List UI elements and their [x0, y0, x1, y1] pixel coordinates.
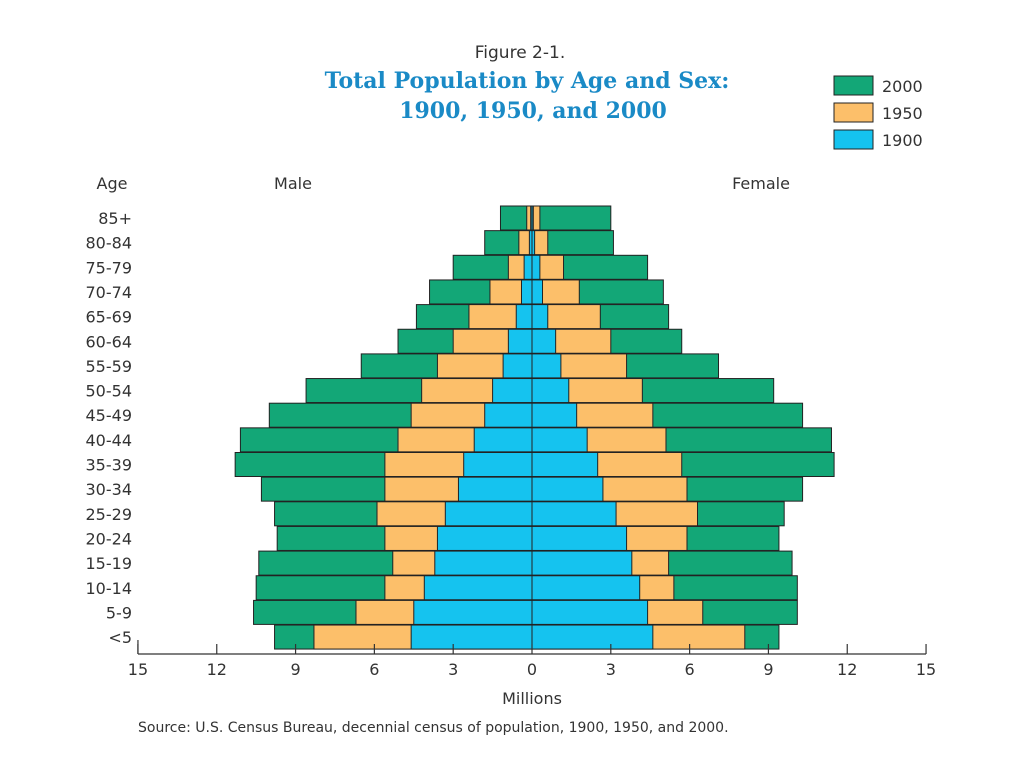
age-label: 60-64 — [86, 332, 133, 351]
female-label: Female — [732, 174, 790, 193]
bar-male-1900-55-59 — [502, 353, 533, 379]
chart-title-line2: 1900, 1950, and 2000 — [399, 98, 667, 124]
bar-female-1900-25-29 — [531, 501, 617, 527]
bar-female-1900-55-59 — [531, 353, 562, 379]
bar-female-1900-65-69 — [531, 304, 549, 330]
legend-label-1950: 1950 — [882, 104, 923, 123]
age-label: 70-74 — [86, 283, 133, 302]
bar-female-1900-50-54 — [531, 378, 570, 404]
source-note: Source: U.S. Census Bureau, decennial ce… — [138, 720, 729, 736]
bars-group — [234, 205, 835, 650]
x-tick-label: 9 — [763, 660, 773, 679]
bar-female-1900-35-39 — [531, 452, 599, 477]
age-label: 15-19 — [86, 554, 133, 573]
age-label: <5 — [108, 628, 132, 647]
x-tick-label: 9 — [290, 660, 300, 679]
x-tick-label: 3 — [448, 660, 458, 679]
age-label: 85+ — [98, 209, 132, 228]
legend-swatch-2000 — [833, 75, 874, 96]
bar-female-1900-30-34 — [531, 476, 604, 502]
age-label: 5-9 — [106, 603, 132, 622]
age-label: 65-69 — [86, 308, 133, 327]
legend-swatch-1900 — [833, 129, 874, 150]
bar-male-1900-20-24 — [436, 525, 533, 551]
bar-female-1900-5-9 — [531, 599, 649, 625]
age-label: 20-24 — [86, 529, 133, 548]
x-tick-label: 0 — [527, 660, 537, 679]
bar-male-1900-75-79 — [523, 254, 533, 280]
x-axis-label: Millions — [502, 689, 562, 708]
y-axis-label: Age — [97, 174, 128, 193]
age-label: 35-39 — [86, 456, 133, 475]
bar-female-1900-under5 — [531, 624, 654, 650]
x-tick-label: 15 — [916, 660, 936, 679]
bar-female-1900-85 — [531, 205, 534, 231]
age-label: 25-29 — [86, 505, 133, 524]
bar-female-1900-60-64 — [531, 328, 557, 354]
bar-male-1900-60-64 — [507, 328, 533, 354]
legend: 2000 1950 1900 — [833, 75, 923, 150]
bar-female-1900-40-44 — [531, 427, 588, 453]
bar-male-1900-40-44 — [473, 427, 533, 453]
legend-label-2000: 2000 — [882, 77, 923, 96]
x-tick-label: 6 — [369, 660, 379, 679]
x-tick-label: 15 — [128, 660, 148, 679]
bar-male-1900-25-29 — [444, 501, 533, 527]
bar-male-1900-65-69 — [515, 304, 533, 330]
age-category-labels: 85+ 80-84 75-79 70-74 65-69 60-64 55-59 50-54 45… — [86, 209, 133, 647]
bar-female-2000-85 — [531, 205, 612, 231]
male-label: Male — [274, 174, 312, 193]
x-tick-label: 6 — [685, 660, 695, 679]
bar-male-1900-30-34 — [457, 476, 533, 502]
age-label: 30-34 — [86, 480, 133, 499]
age-label: 75-79 — [86, 258, 133, 277]
age-label: 10-14 — [86, 579, 133, 598]
x-tick-label: 12 — [207, 660, 227, 679]
bar-female-1900-10-14 — [531, 575, 641, 601]
x-axis: 15 12 9 6 3 0 3 6 9 12 15 — [128, 640, 936, 679]
bar-male-1900-5-9 — [413, 599, 533, 625]
figure-label: Figure 2-1. — [475, 43, 565, 63]
x-tick-label: 3 — [606, 660, 616, 679]
age-label: 45-49 — [86, 406, 133, 425]
legend-label-1900: 1900 — [882, 131, 923, 150]
bar-female-1900-15-19 — [531, 550, 633, 576]
age-label: 40-44 — [86, 431, 133, 450]
bar-male-1900-70-74 — [520, 279, 533, 305]
age-label: 50-54 — [86, 382, 133, 401]
bar-male-1900-10-14 — [423, 575, 533, 601]
x-tick-label: 12 — [837, 660, 857, 679]
bar-male-1900-15-19 — [434, 550, 533, 576]
bar-male-1900-45-49 — [484, 402, 533, 428]
bar-male-1900-under5 — [410, 624, 533, 650]
bar-female-1900-75-79 — [531, 254, 541, 280]
age-label: 80-84 — [86, 234, 133, 253]
bar-female-1900-80-84 — [531, 230, 536, 256]
bar-female-1900-45-49 — [531, 402, 578, 428]
bar-male-1900-50-54 — [492, 378, 533, 404]
legend-swatch-1950 — [833, 102, 874, 123]
bar-female-1900-70-74 — [531, 279, 544, 305]
bar-male-1900-35-39 — [463, 452, 533, 477]
age-label: 55-59 — [86, 357, 133, 376]
chart-title-line1: Total Population by Age and Sex: — [325, 68, 730, 94]
bar-female-1900-20-24 — [531, 525, 628, 551]
